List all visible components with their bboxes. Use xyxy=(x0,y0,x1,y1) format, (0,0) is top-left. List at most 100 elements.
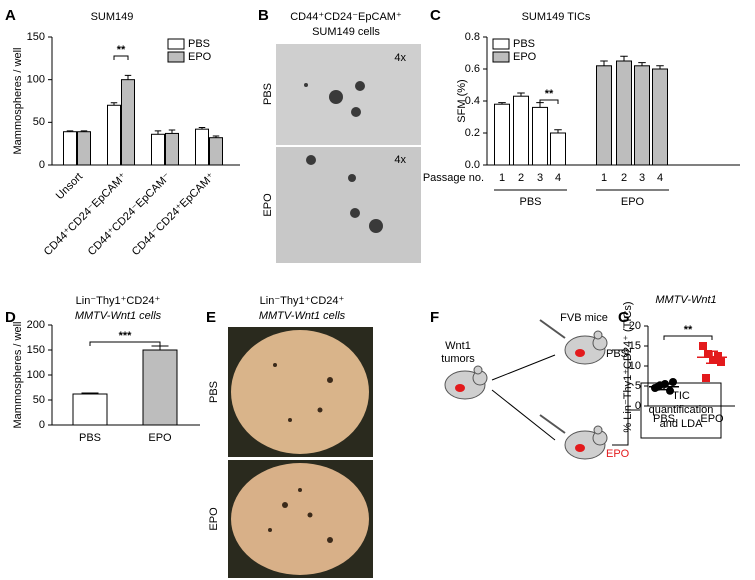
x-tick-label: 2 xyxy=(621,172,627,184)
legend-label: EPO xyxy=(188,51,212,63)
panel-title: SUM149 cells xyxy=(312,26,380,38)
readout: quantification xyxy=(649,404,714,416)
source-label: Wnt1 xyxy=(445,340,471,352)
chart-subtitle: MMTV-Wnt1 cells xyxy=(75,310,162,322)
error-bar xyxy=(554,129,562,133)
chart-title: Lin⁻Thy1⁺CD24⁺ xyxy=(76,295,161,307)
x-tick-label: 4 xyxy=(555,172,561,184)
error-bar xyxy=(151,345,169,350)
error-bar xyxy=(66,130,74,132)
panel-title: CD44⁺CD24⁻EpCAM⁺ xyxy=(290,11,402,23)
panel-letter: D xyxy=(5,309,16,326)
point xyxy=(702,374,710,382)
spheres xyxy=(268,363,333,543)
y-tick-label: 100 xyxy=(27,74,45,86)
x-tick-label: PBS xyxy=(653,413,675,425)
y-tick-label: 0.2 xyxy=(465,127,480,139)
y-axis-label: Mammospheres / well xyxy=(12,48,24,155)
error-bar xyxy=(154,130,162,135)
legend-label: PBS xyxy=(188,38,210,50)
treatment-label: PBS xyxy=(606,348,628,360)
readout: and LDA xyxy=(660,418,703,430)
significance: *** xyxy=(119,330,133,342)
point xyxy=(704,350,712,358)
error-bar xyxy=(656,65,664,69)
x-tick-label: 4 xyxy=(657,172,663,184)
row-label: PBS xyxy=(262,83,274,105)
bar xyxy=(107,104,121,166)
sd-bar xyxy=(658,383,670,391)
y-tick-label: 200 xyxy=(27,319,45,331)
significance: ** xyxy=(117,44,126,56)
bar xyxy=(209,137,223,166)
point xyxy=(699,342,707,350)
group-label: EPO xyxy=(621,196,645,208)
chart-title: SUM149 TICs xyxy=(522,11,591,23)
y-tick-label: 50 xyxy=(33,394,45,406)
panel-f: F FVB mice Wnt1 tumors TIC quantificatio… xyxy=(430,309,722,460)
point xyxy=(709,356,717,364)
y-tick-label: 20 xyxy=(629,320,641,332)
chart-title: MMTV-Wnt1 xyxy=(655,294,716,306)
readout-box xyxy=(640,382,722,439)
y-tick-label: 5 xyxy=(635,380,641,392)
x-tick-label: CD44⁺CD24⁻EpCAM⁺ xyxy=(42,171,130,259)
error-bar xyxy=(638,62,646,66)
panel-letter: B xyxy=(258,7,269,24)
error-bar xyxy=(80,130,88,132)
group-label: PBS xyxy=(519,196,541,208)
error-bar xyxy=(110,102,118,106)
panel-letter: C xyxy=(430,7,441,24)
bar xyxy=(652,68,668,166)
mouse xyxy=(444,330,608,460)
y-tick-label: 0 xyxy=(635,400,641,412)
error-bar xyxy=(168,129,176,134)
source-label: tumors xyxy=(441,353,475,365)
significance: ** xyxy=(684,324,693,336)
error-bar xyxy=(212,135,220,138)
micrograph xyxy=(276,147,421,263)
error-bar xyxy=(620,55,628,61)
x-tick-label: 3 xyxy=(537,172,543,184)
row-label: EPO xyxy=(208,507,220,531)
y-axis-label: Mammospheres / well xyxy=(12,322,24,429)
y-tick-label: 0 xyxy=(39,159,45,171)
well xyxy=(231,330,369,454)
bar xyxy=(634,65,650,166)
bar xyxy=(165,132,179,166)
panel-letter: A xyxy=(5,7,16,24)
significance-bracket xyxy=(89,341,161,346)
y-tick-label: 0 xyxy=(39,419,45,431)
magnification: 4x xyxy=(394,52,406,64)
legend-swatch xyxy=(492,38,510,50)
x-tick-label: EPO xyxy=(700,413,724,425)
x-tick-label: Unsort xyxy=(54,171,85,202)
row-label: EPO xyxy=(262,193,274,217)
readout: TIC xyxy=(672,390,690,402)
significance-bracket xyxy=(113,55,129,60)
bar xyxy=(72,393,108,426)
x-tick-label: 3 xyxy=(639,172,645,184)
chart-title: SUM149 xyxy=(91,11,134,23)
y-tick-label: 0.6 xyxy=(465,63,480,75)
x-tick-label: 1 xyxy=(499,172,505,184)
bar xyxy=(494,103,510,166)
x-tick-label: CD44⁺CD24⁻EpCAM⁻ xyxy=(86,171,174,259)
error-bar xyxy=(517,92,525,97)
x-tick-label: 1 xyxy=(601,172,607,184)
micrograph xyxy=(276,44,421,145)
well xyxy=(231,463,369,575)
y-tick-label: 150 xyxy=(27,344,45,356)
y-tick-label: 150 xyxy=(27,31,45,43)
panel-letter: G xyxy=(618,309,630,326)
x-tick-label: EPO xyxy=(148,432,172,444)
bar xyxy=(513,95,529,166)
point xyxy=(669,378,677,386)
error-bar xyxy=(498,102,506,105)
panel-title: Lin⁻Thy1⁺CD24⁺ xyxy=(260,295,345,307)
bar xyxy=(550,132,566,166)
tumor xyxy=(455,349,585,452)
spheres xyxy=(304,81,383,233)
host-label: FVB mice xyxy=(560,312,608,324)
